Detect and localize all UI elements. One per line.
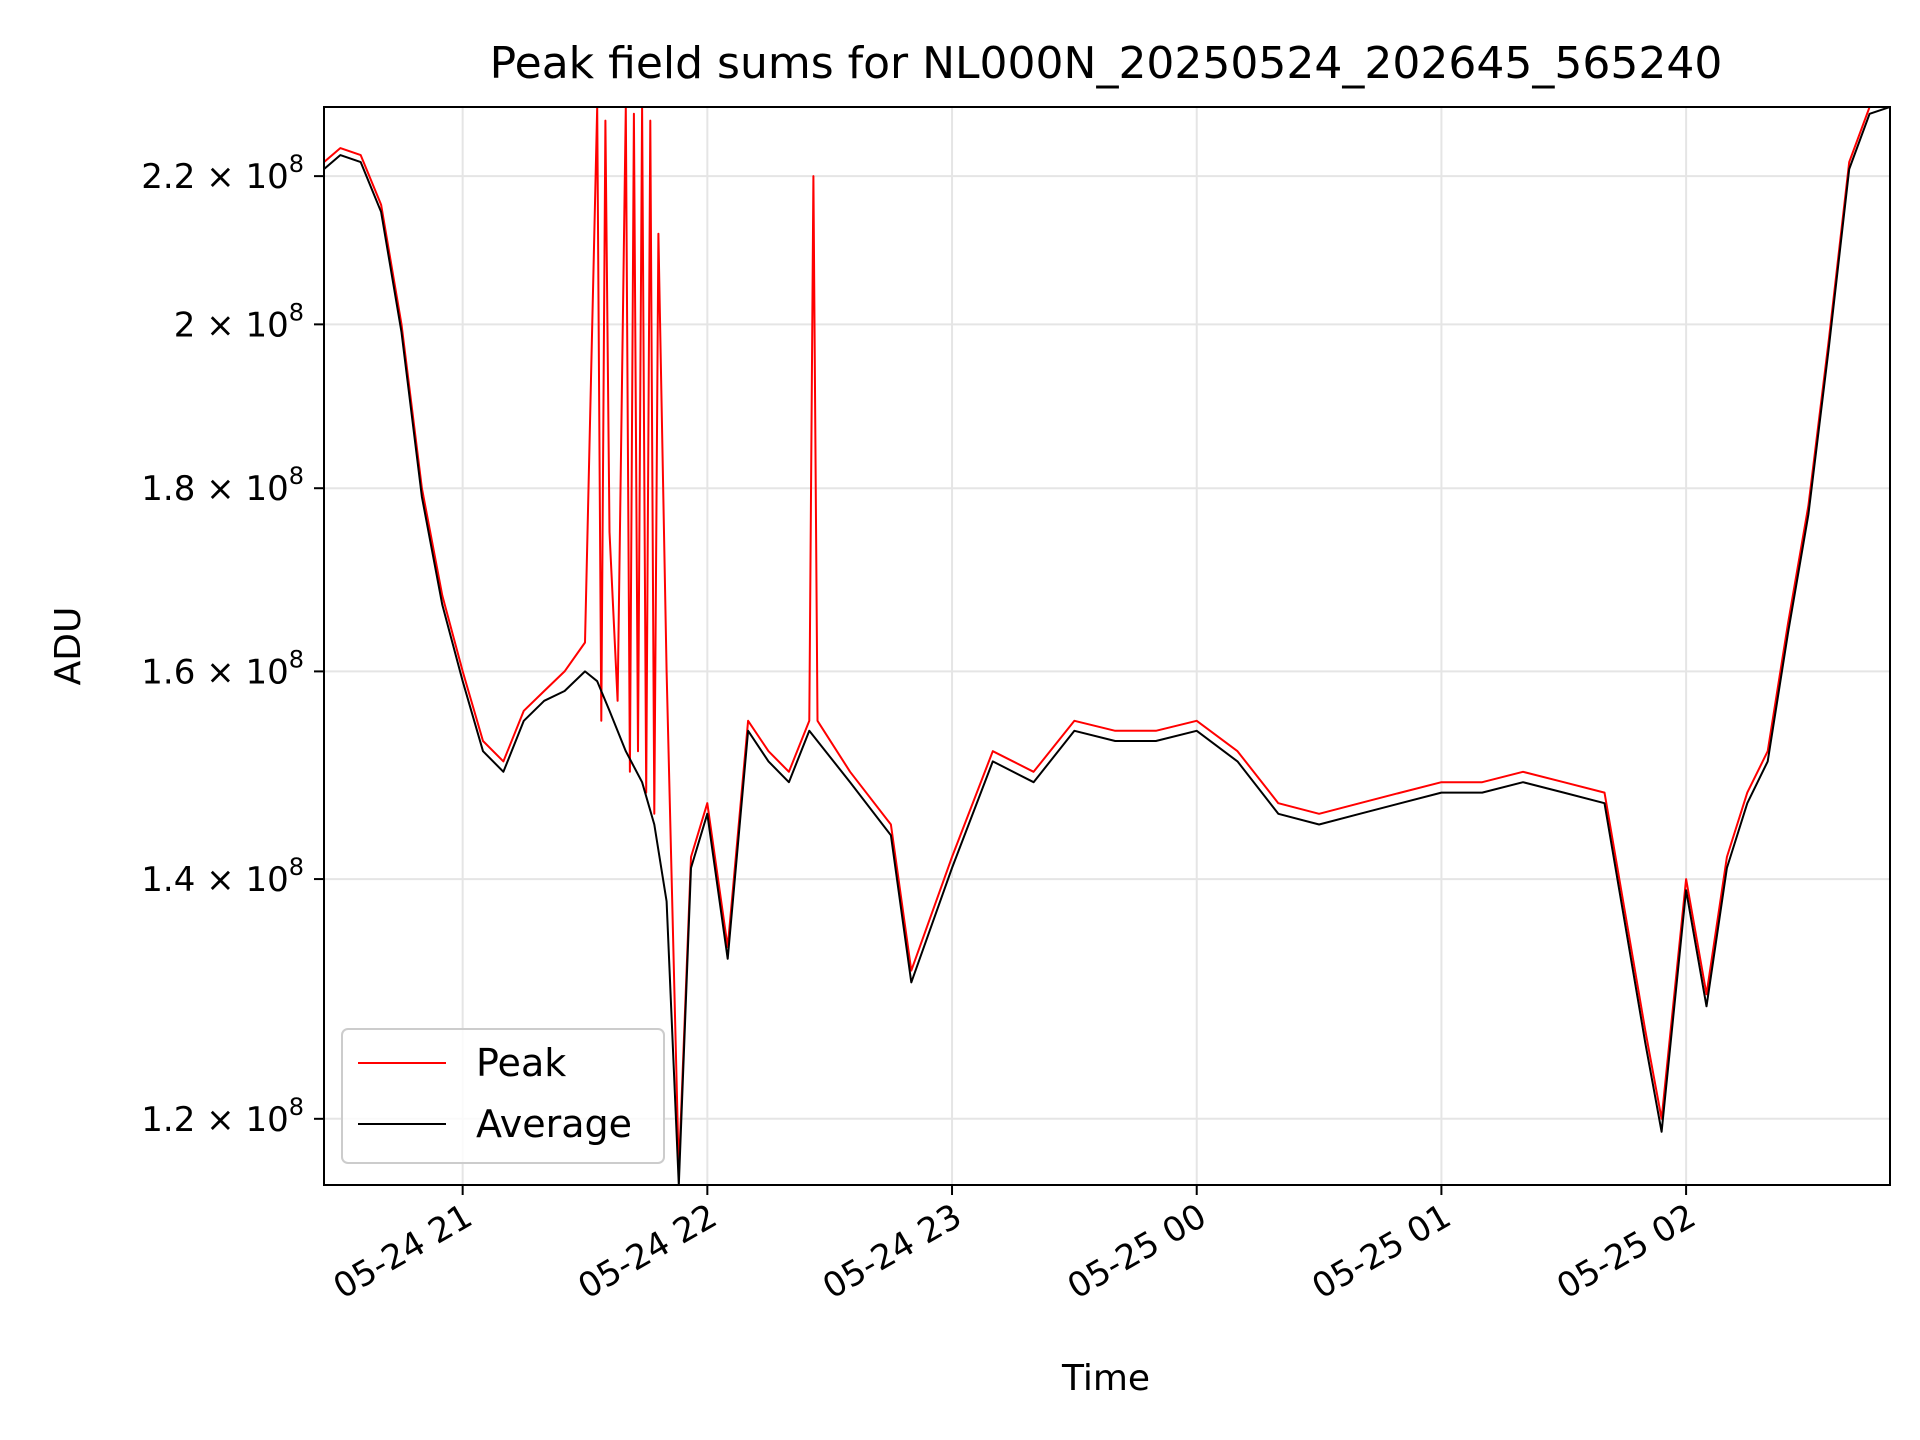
y-tick-label: 2 × 108 <box>174 298 304 345</box>
y-tick-label: 2.2 × 108 <box>141 150 304 197</box>
series-layer <box>324 107 1890 1185</box>
plot-frame <box>323 106 1891 1186</box>
series-line-average <box>324 107 1890 1185</box>
legend: Peak Average <box>341 1028 665 1164</box>
y-tick-label: 1.6 × 108 <box>141 645 304 692</box>
chart-title: Peak field sums for NL000N_20250524_2026… <box>490 38 1723 89</box>
y-tick-label: 1.4 × 108 <box>141 853 304 900</box>
legend-label-average: Average <box>476 1102 632 1146</box>
series-line-peak <box>324 107 1890 1173</box>
y-tick-label: 1.2 × 108 <box>141 1093 304 1140</box>
y-axis: 1.2 × 108 1.4 × 108 1.6 × 108 1.8 × 108 2 × … <box>141 150 324 1140</box>
y-axis-title: ADU <box>48 607 89 686</box>
x-axis-title: Time <box>1061 1358 1150 1399</box>
legend-label-peak: Peak <box>476 1041 566 1085</box>
y-tick-label: 1.8 × 108 <box>141 462 304 509</box>
